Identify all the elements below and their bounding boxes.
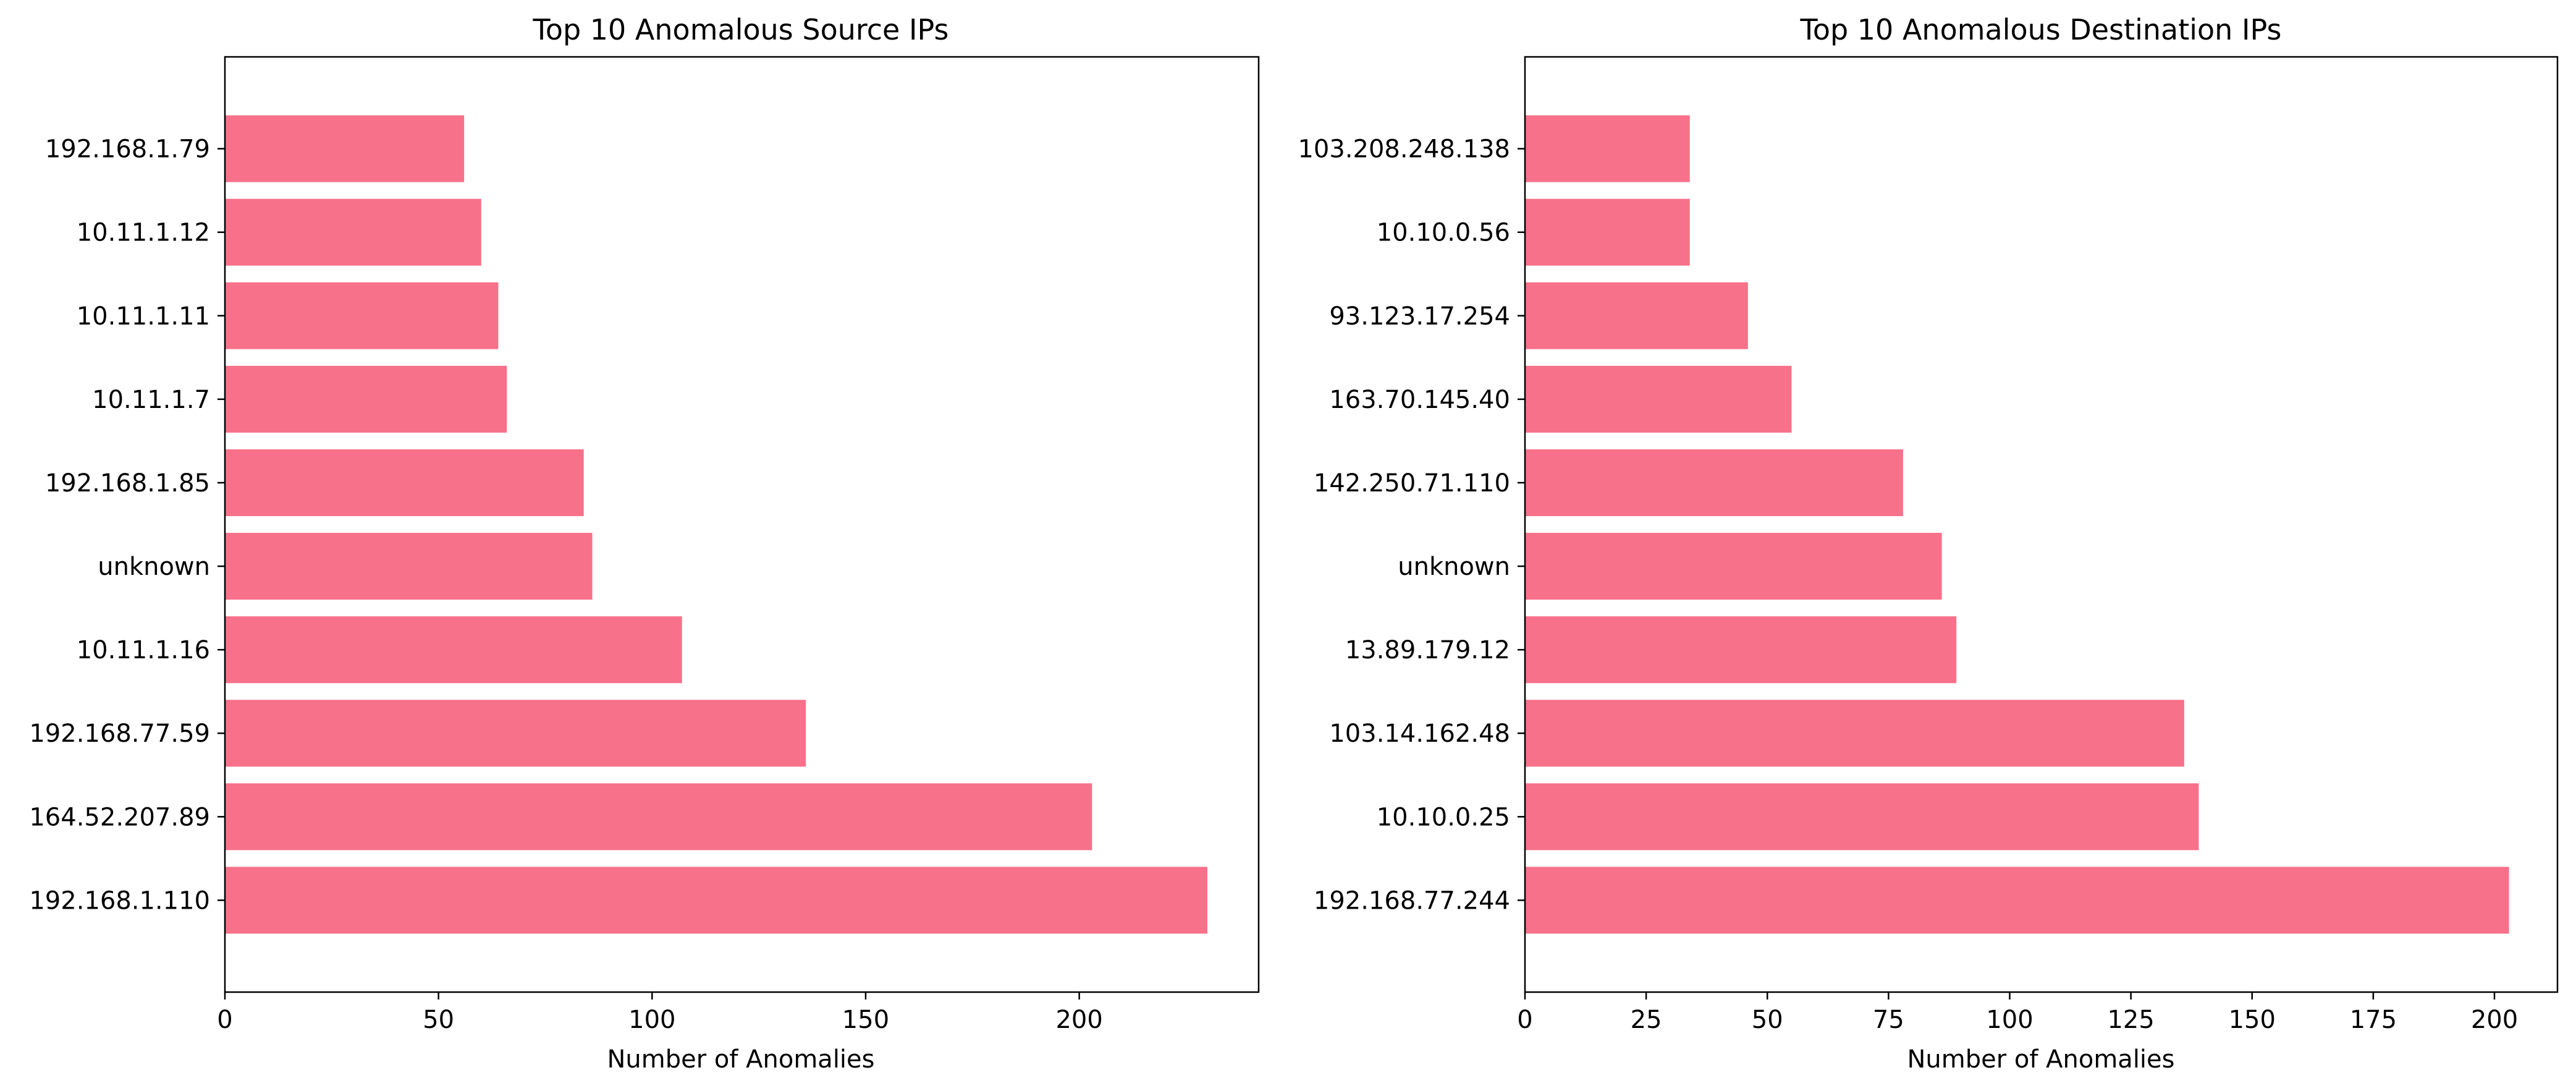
x-axis-label: Number of Anomalies <box>1907 1045 2174 1074</box>
y-tick-label: 103.14.162.48 <box>1329 720 1510 748</box>
y-tick-label: 164.52.207.89 <box>29 803 210 831</box>
y-tick-label: 10.10.0.56 <box>1377 219 1510 247</box>
bar <box>1525 616 1957 684</box>
y-tick-label: 13.89.179.12 <box>1345 636 1510 664</box>
bar <box>225 783 1092 851</box>
y-tick-label: 163.70.145.40 <box>1329 386 1510 414</box>
bar <box>225 115 465 182</box>
bar <box>1525 700 2184 767</box>
x-tick-label: 100 <box>1986 1006 2033 1034</box>
x-tick-label: 0 <box>1517 1006 1532 1034</box>
bar <box>1525 449 1903 516</box>
x-tick-label: 175 <box>2350 1006 2397 1034</box>
y-tick-label: unknown <box>1398 553 1510 581</box>
bar <box>1525 533 1942 600</box>
bar <box>225 198 481 266</box>
y-tick-label: 192.168.1.85 <box>45 469 210 498</box>
x-tick-label: 0 <box>217 1006 232 1034</box>
y-tick-label: 192.168.77.59 <box>29 720 210 748</box>
x-tick-label: 125 <box>2107 1006 2154 1034</box>
bar <box>1525 783 2199 851</box>
bar <box>225 365 507 433</box>
y-tick-label: 10.11.1.12 <box>77 219 210 247</box>
source-ips-chart: Top 10 Anomalous Source IPs 192.168.1.11… <box>29 13 1260 1074</box>
x-tick-label: 75 <box>1873 1006 1904 1034</box>
y-tick-label: 192.168.1.110 <box>29 886 210 915</box>
bar <box>225 616 682 684</box>
y-tick-label: unknown <box>98 553 210 581</box>
y-tick-label: 192.168.77.244 <box>1314 886 1510 915</box>
bar <box>225 282 499 349</box>
y-tick-label: 192.168.1.79 <box>45 135 210 164</box>
bar <box>225 449 584 516</box>
x-tick-label: 50 <box>1752 1006 1783 1034</box>
y-tick-label: 10.10.0.25 <box>1377 803 1510 831</box>
bar <box>1525 198 1690 266</box>
x-axis-label: Number of Anomalies <box>607 1045 874 1074</box>
bar <box>1525 867 2509 934</box>
plot-area: 192.168.77.244 10.10.0.25 103.14.162.48 13.… <box>1298 56 2559 1034</box>
bar <box>1525 282 1748 349</box>
destination-ips-chart: Top 10 Anomalous Destination IPs 192.168… <box>1298 13 2559 1074</box>
x-tick-label: 200 <box>1055 1006 1102 1034</box>
x-tick-label: 150 <box>842 1006 889 1034</box>
y-tick-label: 10.11.1.16 <box>77 636 210 664</box>
plot-area: 192.168.1.110 164.52.207.89 192.168.77.59 1… <box>29 56 1260 1034</box>
x-tick-label: 50 <box>423 1006 454 1034</box>
bar <box>1525 365 1792 433</box>
x-tick-label: 200 <box>2471 1006 2518 1034</box>
y-tick-label: 93.123.17.254 <box>1329 302 1510 331</box>
bar <box>225 700 806 767</box>
chart-title: Top 10 Anomalous Destination IPs <box>1800 13 2282 46</box>
x-tick-label: 25 <box>1631 1006 1662 1034</box>
axes-frame <box>224 56 1260 993</box>
y-tick-label: 10.11.1.7 <box>92 386 210 414</box>
chart-title: Top 10 Anomalous Source IPs <box>533 13 949 46</box>
y-tick-label: 142.250.71.110 <box>1314 469 1510 498</box>
bar <box>225 533 593 600</box>
x-tick-label: 150 <box>2229 1006 2276 1034</box>
x-tick-label: 100 <box>628 1006 675 1034</box>
bar <box>225 867 1208 934</box>
y-tick-label: 103.208.248.138 <box>1298 135 1510 164</box>
bar <box>1525 115 1690 182</box>
y-tick-label: 10.11.1.11 <box>77 302 210 331</box>
axes-frame <box>1524 56 2559 993</box>
